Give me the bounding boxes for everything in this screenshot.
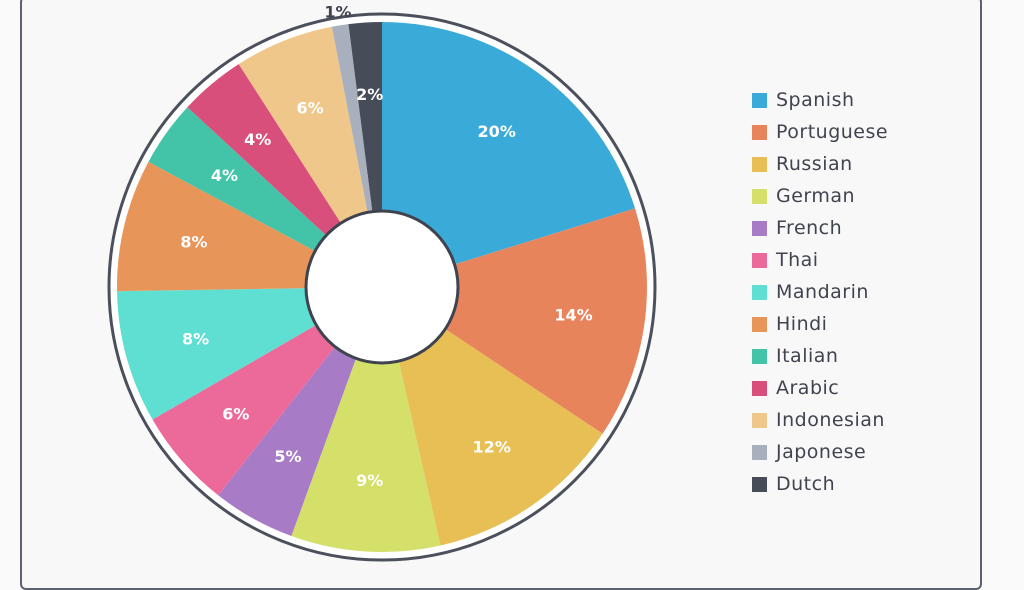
legend-swatch bbox=[752, 156, 767, 172]
legend-item-portuguese[interactable]: Portuguese bbox=[752, 116, 888, 148]
legend-label: Thai bbox=[776, 249, 819, 271]
legend-item-russian[interactable]: Russian bbox=[752, 148, 888, 180]
legend-swatch bbox=[752, 412, 767, 428]
legend-label: Russian bbox=[776, 153, 853, 175]
legend-label: Italian bbox=[776, 345, 839, 367]
slice-russian[interactable] bbox=[382, 287, 603, 546]
legend-swatch bbox=[752, 124, 767, 140]
legend-swatch bbox=[752, 252, 767, 268]
slice-label-dutch: 2% bbox=[356, 85, 383, 104]
legend-swatch bbox=[752, 444, 767, 460]
slice-label-french: 5% bbox=[274, 447, 301, 466]
donut-chart: 20% 14% 12% 9% 5% 6% 8% 8% 4% 4% 6% 1% 2% bbox=[107, 3, 657, 562]
legend-swatch bbox=[752, 380, 767, 396]
legend-label: Portuguese bbox=[776, 121, 889, 143]
legend-item-arabic[interactable]: Arabic bbox=[752, 372, 888, 404]
legend: Spanish Portuguese Russian German French Thai… bbox=[752, 84, 888, 500]
slice-label-italian: 4% bbox=[211, 166, 238, 185]
legend-swatch bbox=[752, 316, 767, 332]
slice-label-mandarin: 8% bbox=[182, 330, 209, 349]
slice-label-portuguese: 14% bbox=[554, 306, 592, 325]
legend-label: Spanish bbox=[776, 89, 855, 111]
legend-label: Arabic bbox=[776, 377, 840, 399]
legend-item-indonesian[interactable]: Indonesian bbox=[752, 404, 888, 436]
slice-label-russian: 12% bbox=[473, 437, 511, 456]
legend-item-hindi[interactable]: Hindi bbox=[752, 308, 888, 340]
slice-label-hindi: 8% bbox=[180, 232, 207, 251]
legend-label: Hindi bbox=[776, 313, 828, 335]
legend-item-french[interactable]: French bbox=[752, 212, 888, 244]
slice-label-japonese: 1% bbox=[324, 3, 351, 22]
legend-label: Dutch bbox=[776, 473, 836, 495]
slice-spanish[interactable] bbox=[382, 22, 636, 287]
legend-item-spanish[interactable]: Spanish bbox=[752, 84, 888, 116]
legend-swatch bbox=[752, 476, 767, 492]
slice-label-arabic: 4% bbox=[244, 130, 271, 149]
legend-item-italian[interactable]: Italian bbox=[752, 340, 888, 372]
legend-item-mandarin[interactable]: Mandarin bbox=[752, 276, 888, 308]
legend-swatch bbox=[752, 220, 767, 236]
slice-label-german: 9% bbox=[356, 471, 383, 490]
legend-swatch bbox=[752, 284, 767, 300]
legend-item-german[interactable]: German bbox=[752, 180, 888, 212]
slice-label-indonesian: 6% bbox=[297, 98, 324, 117]
legend-label: Indonesian bbox=[776, 409, 885, 431]
legend-item-thai[interactable]: Thai bbox=[752, 244, 888, 276]
legend-label: German bbox=[776, 185, 856, 207]
donut-hole bbox=[304, 209, 460, 365]
legend-label: Mandarin bbox=[776, 281, 869, 303]
legend-swatch bbox=[752, 348, 767, 364]
slice-label-thai: 6% bbox=[222, 405, 249, 424]
legend-item-japonese[interactable]: Japonese bbox=[752, 436, 888, 468]
legend-swatch bbox=[752, 92, 767, 108]
legend-item-dutch[interactable]: Dutch bbox=[752, 468, 888, 500]
slice-german[interactable] bbox=[291, 287, 441, 552]
slice-label-spanish: 20% bbox=[478, 122, 516, 141]
legend-swatch bbox=[752, 188, 767, 204]
legend-label: French bbox=[776, 217, 843, 239]
legend-label: Japonese bbox=[776, 441, 867, 463]
slice-portuguese[interactable] bbox=[382, 208, 647, 434]
